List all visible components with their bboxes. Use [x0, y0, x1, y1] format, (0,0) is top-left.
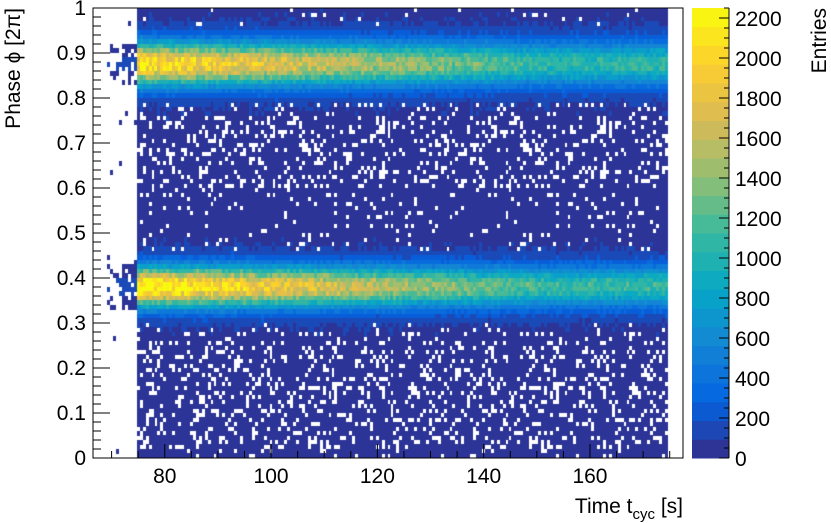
- color-scale-bar: [692, 8, 729, 459]
- y-tick-label: 0.3: [57, 312, 86, 335]
- color-scale-box: [692, 176, 729, 196]
- x-axis-title-unit: [s]: [655, 495, 683, 518]
- color-scale-ticks: 0 200 400 600 800 1000 1200 1400 1600 1800 2000 220…: [719, 7, 782, 471]
- color-scale-box: [692, 8, 729, 28]
- color-scale-box: [692, 195, 729, 215]
- color-scale-tick-label: 400: [735, 368, 770, 391]
- y-tick-label: 0.8: [57, 87, 86, 110]
- color-scale-box: [692, 83, 729, 103]
- color-scale-box: [692, 158, 729, 178]
- y-tick-label: 0.7: [57, 132, 86, 155]
- x-tick-label: 100: [254, 465, 289, 488]
- y-tick-label: 0.9: [57, 42, 86, 65]
- color-scale-box: [692, 139, 729, 159]
- y-axis-title: Phase ϕ [2π]: [2, 8, 25, 129]
- color-scale-tick-label: 1400: [735, 168, 782, 191]
- color-scale-tick-label: 1600: [735, 128, 782, 151]
- y-tick-label: 0: [74, 447, 86, 470]
- color-scale-tick-label: 800: [735, 288, 770, 311]
- color-scale-box: [692, 364, 729, 384]
- color-scale-box: [692, 270, 729, 290]
- color-scale-box: [692, 251, 729, 271]
- color-scale-box: [692, 439, 729, 459]
- color-scale-tick-label: 1800: [735, 88, 782, 111]
- color-scale-tick-label: 2000: [735, 48, 782, 71]
- color-scale-box: [692, 383, 729, 403]
- y-tick-label: 0.1: [57, 402, 86, 425]
- color-scale-title: Entries: [808, 8, 831, 73]
- y-tick-label: 0.5: [57, 222, 86, 245]
- color-scale-box: [692, 101, 729, 121]
- color-scale-tick-label: 1200: [735, 208, 782, 231]
- color-scale-tick-label: 200: [735, 408, 770, 431]
- color-scale-box: [692, 308, 729, 328]
- y-tick-label: 0.6: [57, 177, 86, 200]
- y-axis-ticks: 0 0.1 0.2 0.3 0.4 0.5 0.6 0.7 0.8 0.9 1: [57, 0, 110, 470]
- y-tick-label: 0.4: [57, 267, 87, 290]
- color-scale-box: [692, 120, 729, 140]
- color-scale-box: [692, 45, 729, 65]
- heatmap-image: [93, 8, 683, 458]
- x-axis-title-main: Time t: [575, 495, 633, 518]
- x-tick-label: 120: [360, 465, 395, 488]
- x-tick-label: 80: [153, 465, 176, 488]
- color-scale-box: [692, 289, 729, 309]
- color-scale-box: [692, 326, 729, 346]
- color-scale-tick-label: 0: [735, 448, 747, 471]
- x-tick-label: 140: [466, 465, 501, 488]
- y-tick-label: 0.2: [57, 357, 86, 380]
- color-scale-box: [692, 420, 729, 440]
- x-axis-ticks: 80 100 120 140 160: [111, 444, 671, 488]
- color-scale-tick-label: 2200: [735, 8, 782, 31]
- x-axis-title-subscript: cyc: [632, 506, 655, 523]
- x-axis-title: Time tcyc [s]: [575, 495, 683, 523]
- color-scale-box: [692, 26, 729, 46]
- plot-area: [92, 7, 684, 459]
- color-scale-box: [692, 345, 729, 365]
- color-scale-box: [692, 214, 729, 234]
- color-scale-box: [692, 64, 729, 84]
- color-scale-box: [692, 233, 729, 253]
- color-scale-box: [692, 401, 729, 421]
- color-scale-tick-label: 600: [735, 328, 770, 351]
- color-scale-tick-label: 1000: [735, 248, 782, 271]
- x-tick-label: 160: [572, 465, 607, 488]
- y-tick-label: 1: [74, 0, 86, 20]
